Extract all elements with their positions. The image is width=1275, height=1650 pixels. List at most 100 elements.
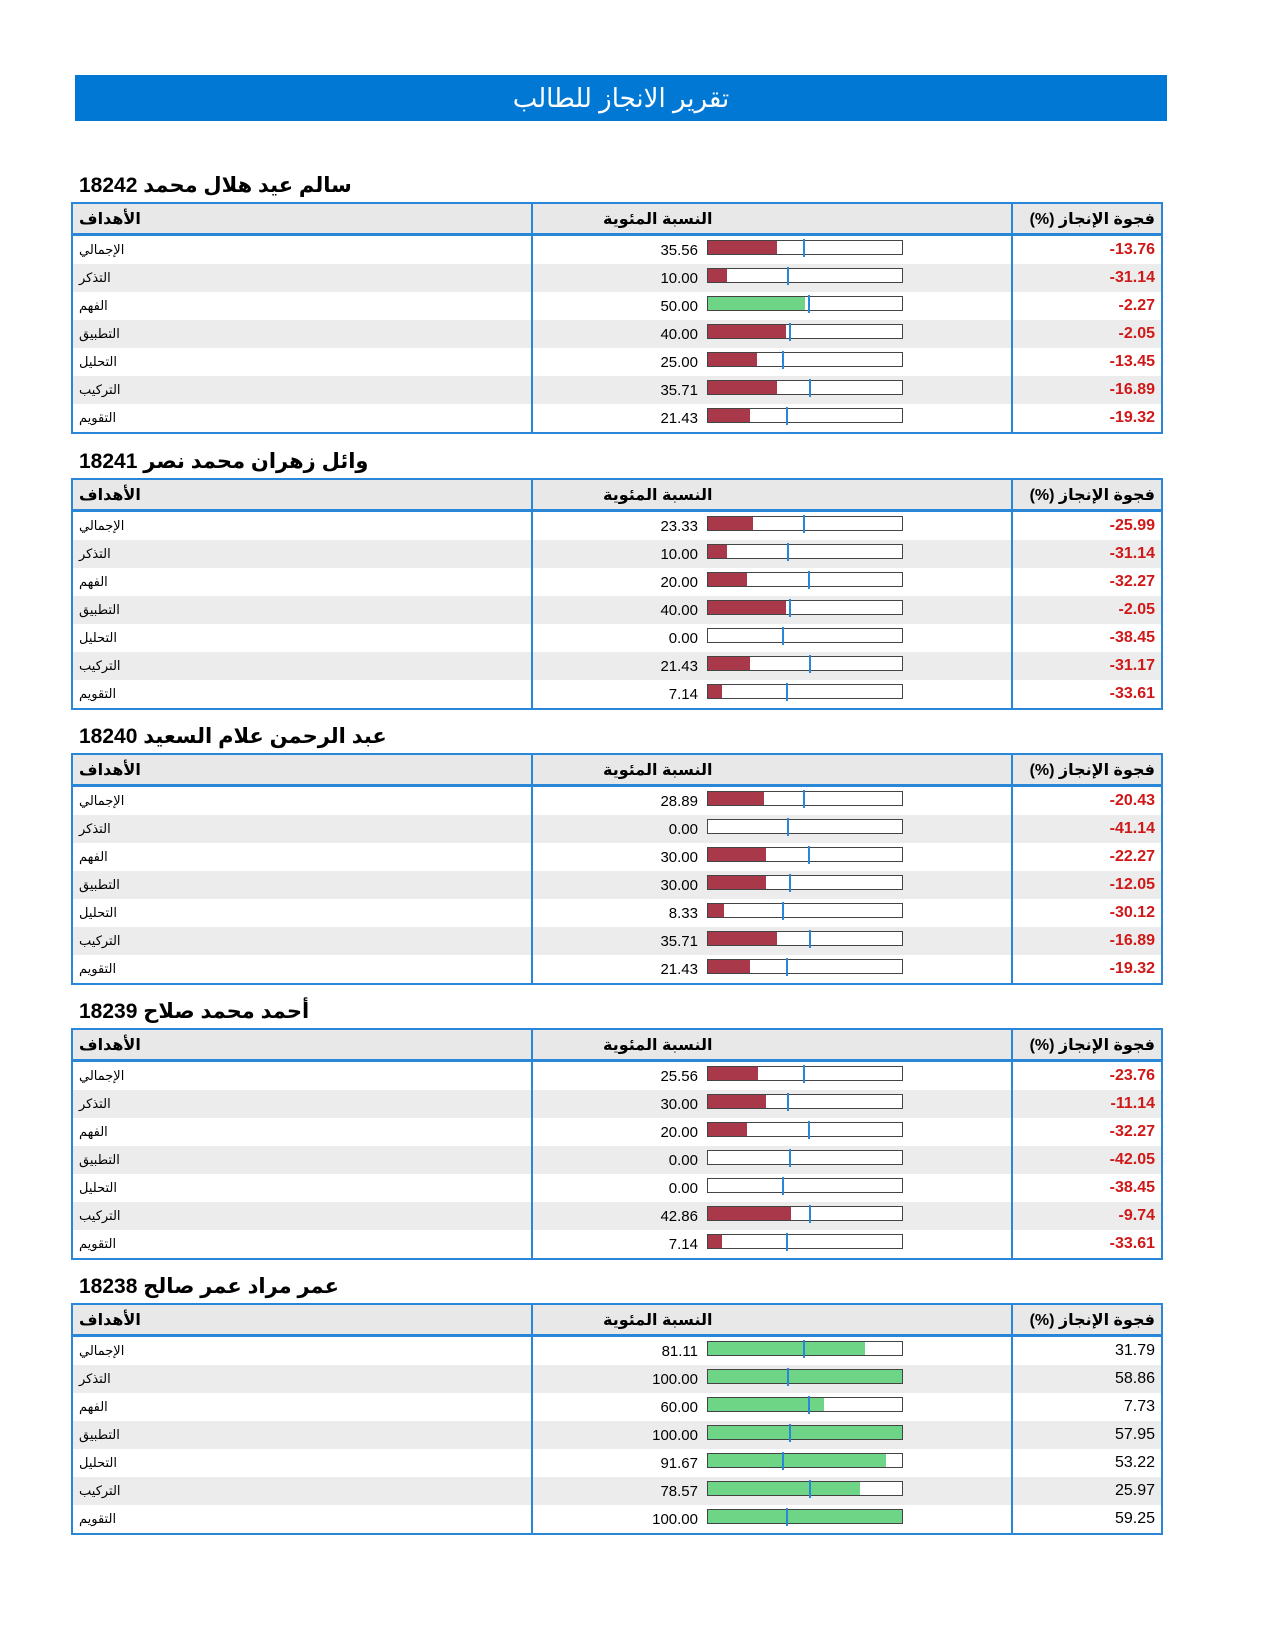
benchmark-marker (802, 790, 805, 808)
header-objectives: الأهداف (79, 761, 141, 779)
gap-value: 57.95 (1114, 1426, 1155, 1443)
gap-value: -42.05 (1109, 1151, 1155, 1168)
header-gap: (%) فجوة الإنجاز (1029, 1036, 1155, 1054)
student-name: عمر مراد عمر صالح (143, 1275, 339, 1298)
benchmark-marker (808, 1121, 811, 1139)
table-row: الإجمالي 28.89 -20.43 (73, 787, 1161, 815)
benchmark-marker (781, 1177, 784, 1195)
student-name-heading: 18240 عبد الرحمن علام السعيد (71, 724, 1167, 750)
student-name-heading: 18242 سالم عيد هلال محمد (71, 173, 1167, 199)
percent-value: 25.56 (660, 1067, 698, 1085)
progress-bar-fill (708, 876, 767, 889)
percent-value: 0.00 (668, 1179, 698, 1197)
progress-bar-fill (708, 241, 777, 254)
header-objectives: الأهداف (79, 1036, 141, 1054)
table-row: التطبيق 0.00 -42.05 (73, 1146, 1161, 1174)
gap-value: -2.05 (1118, 325, 1155, 342)
progress-bar (707, 1149, 903, 1167)
progress-bar-fill (708, 1482, 861, 1495)
progress-bar-fill (708, 409, 750, 422)
table-row: التركيب 78.57 25.97 (73, 1477, 1161, 1505)
percent-value: 35.56 (660, 241, 698, 259)
objective-label: التطبيق (79, 1152, 120, 1167)
progress-bar (707, 655, 903, 673)
progress-bar (707, 818, 903, 836)
benchmark-marker (802, 515, 805, 533)
percent-value: 10.00 (660, 269, 698, 287)
objective-label: التركيب (79, 1483, 121, 1498)
gap-value: -11.14 (1110, 1095, 1155, 1112)
progress-bar (707, 1480, 903, 1498)
table-header: الأهداف النسبة المئوية (%) فجوة الإنجاز (73, 204, 1161, 236)
progress-bar (707, 379, 903, 397)
progress-bar-fill (708, 381, 778, 394)
benchmark-marker (802, 1065, 805, 1083)
progress-bar (707, 1340, 903, 1358)
percent-value: 0.00 (668, 1151, 698, 1169)
table-row: التقويم 21.43 -19.32 (73, 955, 1161, 983)
progress-bar-fill (708, 1426, 902, 1439)
table-row: التذكر 100.00 58.86 (73, 1365, 1161, 1393)
student-name-heading: 18241 وائل زهران محمد نصر (71, 449, 1167, 475)
student-name-heading: 18239 أحمد محمد صلاح (71, 999, 1167, 1025)
table-header: الأهداف النسبة المئوية (%) فجوة الإنجاز (73, 480, 1161, 512)
objective-label: التقويم (79, 686, 117, 701)
progress-bar-fill (708, 1067, 758, 1080)
progress-bar (707, 267, 903, 285)
table-header: الأهداف النسبة المئوية (%) فجوة الإنجاز (73, 1030, 1161, 1062)
percent-value: 8.33 (668, 904, 698, 922)
progress-bar (707, 874, 903, 892)
table-row: التركيب 42.86 -9.74 (73, 1202, 1161, 1230)
percent-value: 10.00 (660, 545, 698, 563)
progress-bar (707, 902, 903, 920)
header-percentage: النسبة المئوية (603, 761, 713, 779)
objective-label: الإجمالي (79, 1068, 125, 1083)
student-id: 18242 (79, 174, 138, 197)
percent-value: 42.86 (660, 1207, 698, 1225)
objective-label: التحليل (79, 354, 117, 369)
percent-value: 0.00 (668, 820, 698, 838)
objective-label: التذكر (79, 546, 111, 561)
table-row: الفهم 30.00 -22.27 (73, 843, 1161, 871)
gap-value: -38.45 (1109, 629, 1155, 646)
benchmark-marker (788, 874, 791, 892)
percent-value: 21.43 (660, 409, 698, 427)
gap-value: -16.89 (1109, 932, 1155, 949)
table-row: التذكر 0.00 -41.14 (73, 815, 1161, 843)
benchmark-marker (781, 351, 784, 369)
table-row: الإجمالي 25.56 -23.76 (73, 1062, 1161, 1090)
objective-label: التقويم (79, 410, 117, 425)
progress-bar-fill (708, 573, 747, 586)
benchmark-marker (786, 818, 789, 836)
objective-label: الإجمالي (79, 793, 125, 808)
progress-bar-fill (708, 1510, 902, 1523)
progress-bar-fill (708, 848, 767, 861)
percent-value: 20.00 (660, 1123, 698, 1141)
progress-bar (707, 846, 903, 864)
table-row: التقويم 21.43 -19.32 (73, 404, 1161, 432)
table-row: التطبيق 30.00 -12.05 (73, 871, 1161, 899)
objective-label: التحليل (79, 1455, 117, 1470)
progress-bar (707, 958, 903, 976)
progress-bar-fill (708, 1370, 902, 1383)
student-name: عبد الرحمن علام السعيد (143, 725, 387, 748)
gap-value: -2.05 (1118, 601, 1155, 618)
progress-bar (707, 1065, 903, 1083)
header-gap: (%) فجوة الإنجاز (1029, 1311, 1155, 1329)
benchmark-marker (809, 1480, 812, 1498)
percent-value: 30.00 (660, 876, 698, 894)
benchmark-marker (781, 1452, 784, 1470)
percent-value: 81.11 (661, 1342, 698, 1360)
table-row: التطبيق 40.00 -2.05 (73, 596, 1161, 624)
gap-value: -20.43 (1109, 792, 1155, 809)
progress-bar-fill (708, 685, 722, 698)
header-percentage: النسبة المئوية (603, 210, 713, 228)
percent-value: 21.43 (660, 657, 698, 675)
objective-label: التركيب (79, 382, 121, 397)
objective-label: الفهم (79, 1399, 108, 1414)
achievement-table: الأهداف النسبة المئوية (%) فجوة الإنجاز الإ… (71, 1303, 1163, 1535)
table-row: التحليل 8.33 -30.12 (73, 899, 1161, 927)
gap-value: -31.17 (1109, 657, 1155, 674)
gap-value: -31.14 (1109, 545, 1155, 562)
progress-bar (707, 1508, 903, 1526)
